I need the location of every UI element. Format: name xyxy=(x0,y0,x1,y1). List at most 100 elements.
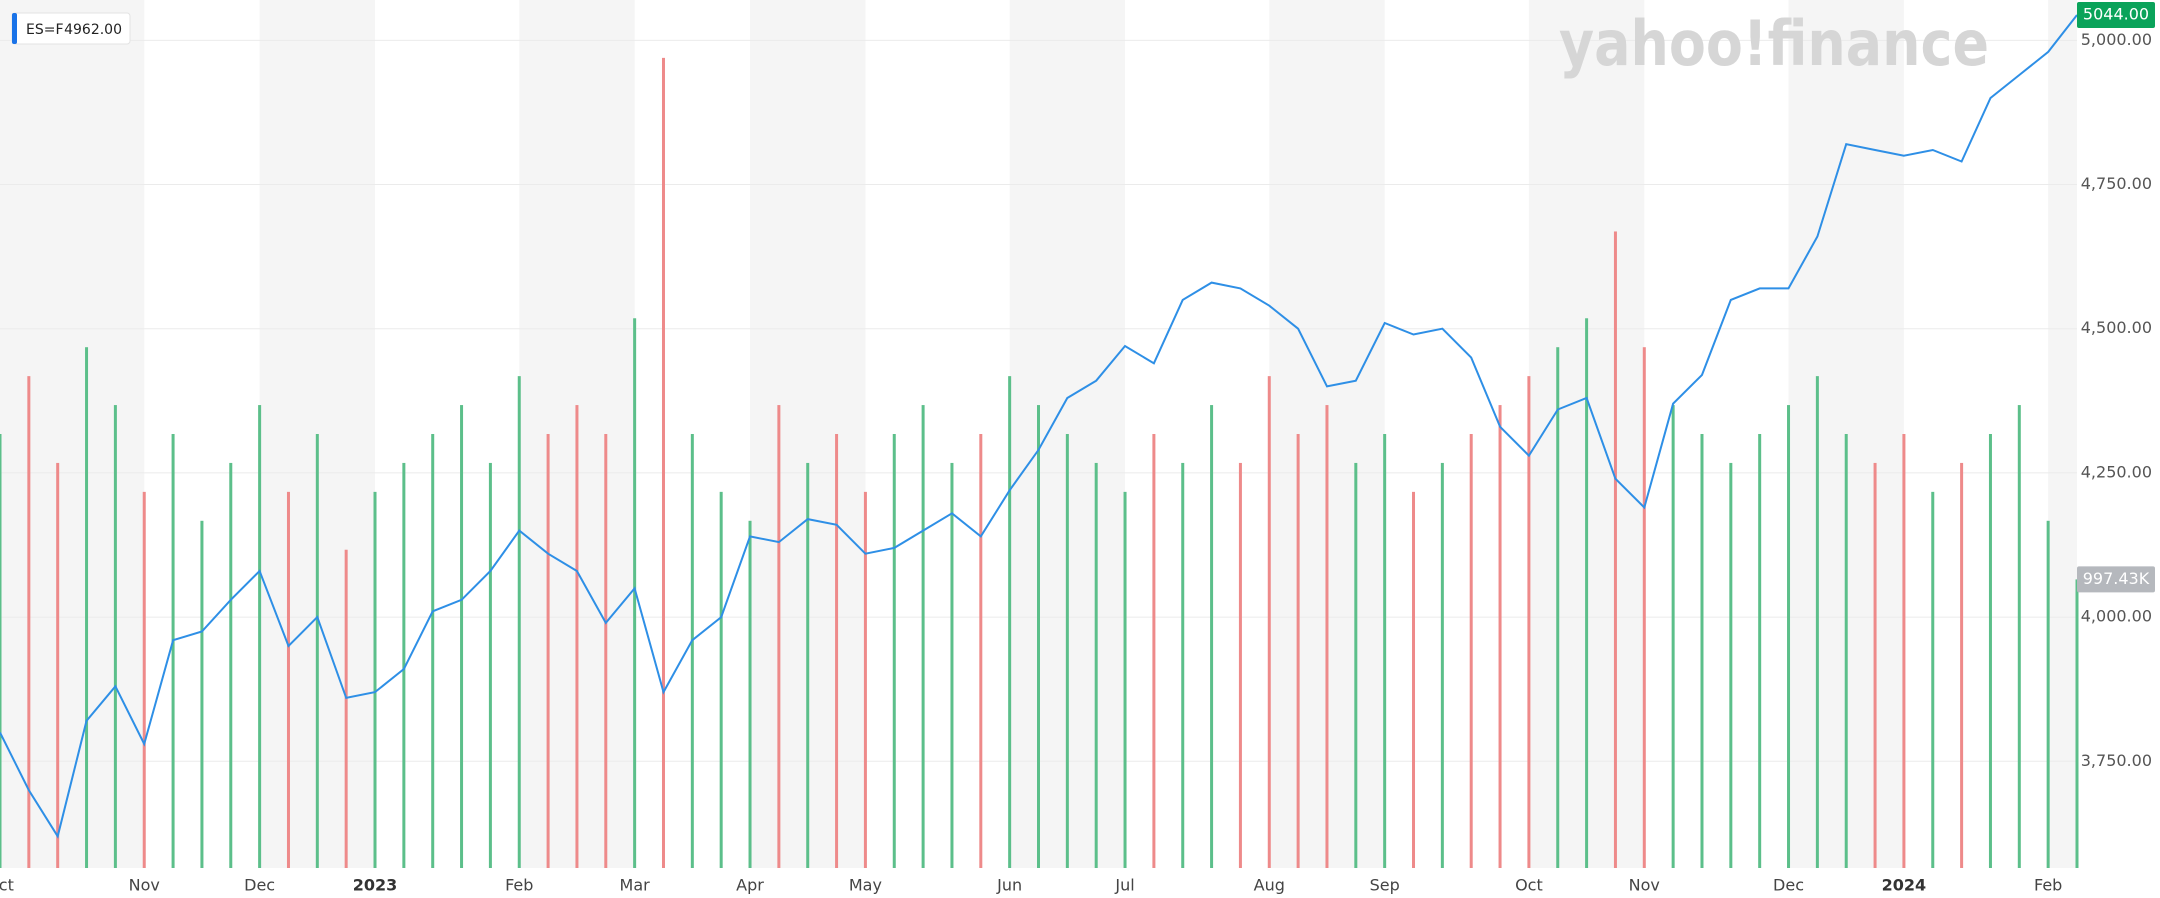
volume-bar xyxy=(719,491,723,868)
x-tick-label: Mar xyxy=(620,876,651,895)
volume-bar xyxy=(1267,376,1271,868)
volume-bar xyxy=(0,434,2,868)
volume-bar xyxy=(1787,405,1791,868)
x-tick-label: Oct xyxy=(0,876,14,895)
volume-bar xyxy=(1556,347,1560,868)
x-tick-label: Aug xyxy=(1254,876,1285,895)
volume-bar xyxy=(142,491,146,868)
x-tick-label: Nov xyxy=(1629,876,1660,895)
x-tick-label: Sep xyxy=(1370,876,1400,895)
volume-bar xyxy=(27,376,31,868)
volume-bar xyxy=(1988,434,1992,868)
volume-bar xyxy=(604,434,608,868)
volume-bars xyxy=(0,57,2079,869)
volume-bar xyxy=(1469,434,1473,868)
volume-bar xyxy=(1960,462,1964,868)
legend-name: ES=F xyxy=(26,22,64,38)
volume-bar xyxy=(315,434,319,868)
volume-bar xyxy=(460,405,464,868)
volume-bar xyxy=(1123,491,1127,868)
volume-bar xyxy=(258,405,262,868)
volume-tag-label: 997.43K xyxy=(2083,569,2150,588)
volume-bar xyxy=(979,434,983,868)
volume-bar xyxy=(1008,376,1012,868)
volume-bar xyxy=(1296,434,1300,868)
volume-bar xyxy=(1815,376,1819,868)
volume-bar xyxy=(575,405,579,868)
volume-bar xyxy=(1613,231,1617,868)
legend-value: 4962.00 xyxy=(64,22,122,38)
volume-bar xyxy=(1037,405,1040,868)
volume-bar xyxy=(1671,405,1675,868)
x-tick-label: 2024 xyxy=(1882,876,1927,895)
volume-bar xyxy=(1181,462,1185,868)
volume-bar xyxy=(1238,462,1242,868)
volume-bar xyxy=(1758,434,1762,868)
volume-bar xyxy=(921,405,925,868)
volume-bar xyxy=(1931,491,1935,868)
plot xyxy=(0,14,2078,839)
volume-bar xyxy=(1642,347,1646,868)
volume-bar xyxy=(488,462,492,868)
x-tick-label: May xyxy=(849,876,882,895)
volume-bar xyxy=(2017,405,2021,868)
x-tick-label: Dec xyxy=(244,876,275,895)
volume-bar xyxy=(1700,434,1704,868)
volume-bar xyxy=(1440,462,1444,868)
volume-bar xyxy=(748,520,752,868)
volume-bar xyxy=(2075,579,2079,868)
volume-bar xyxy=(661,57,665,869)
y-tick-label: 4,000.00 xyxy=(2081,607,2152,626)
volume-bar xyxy=(85,347,89,868)
price-tag-box xyxy=(2077,1,2155,28)
volume-bar xyxy=(777,405,781,868)
volume-bar xyxy=(1527,376,1531,868)
volume-bar xyxy=(1412,491,1416,868)
volume-bar xyxy=(892,434,896,868)
y-tick-label: 3,750.00 xyxy=(2081,751,2152,770)
x-tick-label: Nov xyxy=(129,876,160,895)
volume-bar xyxy=(1873,462,1877,868)
volume-bar xyxy=(1065,434,1069,868)
x-tick-label: Oct xyxy=(1515,876,1543,895)
volume-bar xyxy=(431,434,435,868)
legend: ES=F 4962.00 xyxy=(11,12,131,45)
volume-bar xyxy=(806,462,810,868)
volume-bar xyxy=(1210,405,1214,868)
volume-bar xyxy=(835,434,839,868)
x-tick-label: Feb xyxy=(2034,876,2062,895)
x-tick-label: 2023 xyxy=(353,876,398,895)
volume-bar xyxy=(1585,318,1589,868)
x-tick-label: Apr xyxy=(736,876,764,895)
volume-bar xyxy=(950,462,954,868)
watermark: yahoo!finance xyxy=(1559,7,1989,80)
y-tick-label: 4,250.00 xyxy=(2081,462,2152,481)
x-tick-label: Dec xyxy=(1773,876,1804,895)
volume-bar xyxy=(517,376,521,868)
volume-bar xyxy=(1902,434,1906,868)
volume-tag-box xyxy=(2077,566,2155,593)
price-line xyxy=(0,14,2078,839)
volume-bar xyxy=(200,520,204,868)
volume-bar xyxy=(1844,434,1848,868)
volume-bar xyxy=(113,405,117,868)
volume-bar xyxy=(286,491,290,868)
legend-swatch xyxy=(12,13,17,44)
y-tick-label: 4,500.00 xyxy=(2081,318,2152,337)
y-tick-label: 5,000.00 xyxy=(2081,30,2152,49)
volume-bar xyxy=(2046,520,2050,868)
volume-bar xyxy=(546,434,550,868)
x-tick-label: Jun xyxy=(996,876,1022,895)
price-tag-label: 5044.00 xyxy=(2083,4,2149,23)
volume-bar xyxy=(1383,434,1387,868)
volume-bar xyxy=(229,462,233,868)
volume-bar xyxy=(1152,434,1156,868)
volume-bar xyxy=(690,434,694,868)
volume-bar xyxy=(373,491,377,868)
volume-bar xyxy=(56,462,60,868)
x-tick-label: Feb xyxy=(505,876,533,895)
volume-bar xyxy=(344,549,348,868)
month-band xyxy=(2048,0,2077,868)
volume-bar xyxy=(1498,405,1502,868)
